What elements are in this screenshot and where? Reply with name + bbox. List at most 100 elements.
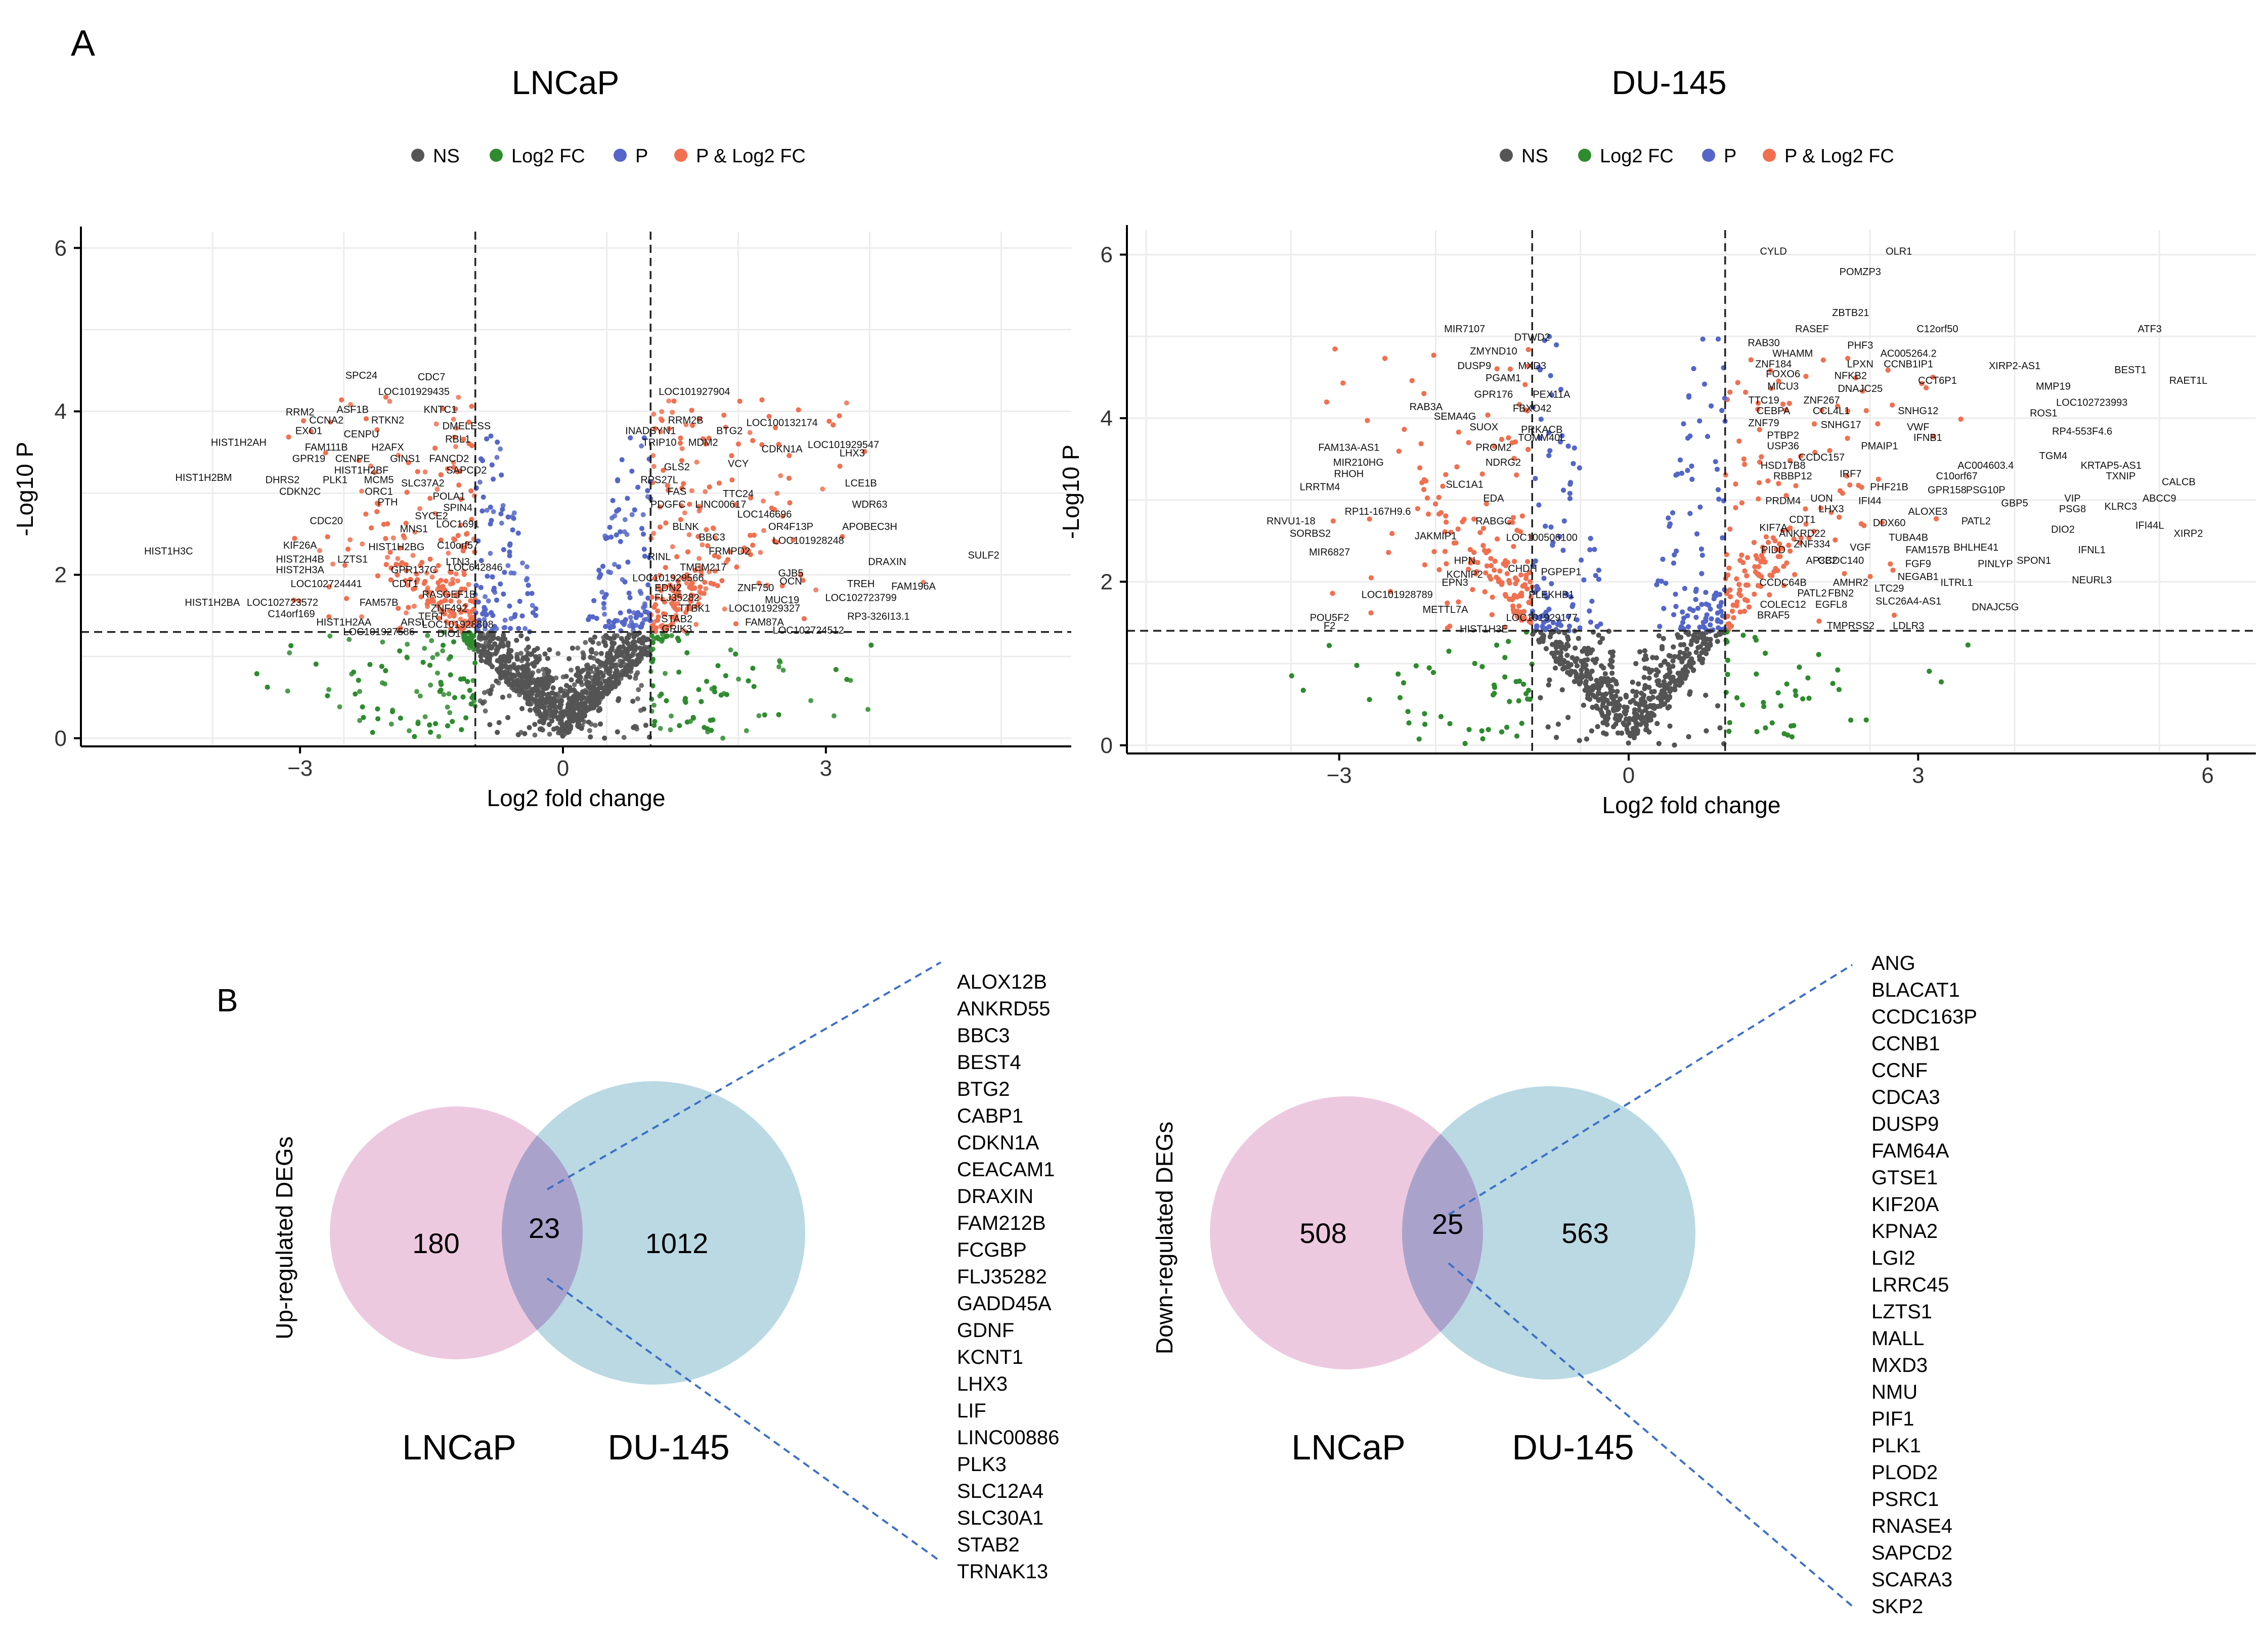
data-point — [437, 689, 443, 694]
data-point — [711, 582, 717, 587]
gene-label: INADSYN1 — [625, 426, 676, 437]
data-point — [704, 679, 710, 684]
data-point — [429, 638, 434, 643]
data-point — [499, 670, 504, 676]
data-point — [515, 732, 521, 737]
data-point — [651, 702, 657, 708]
gene-label: HIST2H4B — [276, 554, 324, 565]
data-point — [592, 634, 597, 640]
data-point — [454, 426, 459, 431]
data-point — [517, 599, 522, 604]
data-point — [586, 720, 592, 725]
data-point — [500, 643, 506, 649]
x-tick-label: −3 — [287, 756, 313, 781]
data-point — [696, 595, 702, 601]
data-point — [719, 578, 725, 584]
data-point — [610, 663, 616, 669]
data-point — [591, 598, 597, 603]
data-point — [671, 574, 676, 580]
data-point — [458, 616, 463, 622]
data-point — [525, 701, 531, 706]
data-point — [397, 648, 403, 654]
x-tick-label: 3 — [820, 756, 832, 781]
data-point — [575, 645, 581, 651]
data-point — [445, 704, 450, 710]
data-point — [663, 565, 668, 570]
data-point — [600, 673, 606, 679]
data-point — [537, 726, 543, 732]
data-point — [525, 576, 530, 581]
data-point — [486, 598, 491, 604]
data-point — [582, 690, 588, 695]
data-point — [348, 402, 354, 407]
data-point — [597, 681, 602, 687]
data-point — [678, 435, 683, 441]
data-point — [532, 663, 537, 669]
data-point — [865, 706, 870, 712]
data-point — [750, 665, 756, 671]
gene-label: ZNF750 — [737, 583, 774, 594]
data-point — [381, 521, 386, 527]
data-point — [519, 613, 525, 618]
data-point — [636, 687, 641, 692]
data-point — [533, 606, 539, 611]
gene-label: CENPU — [343, 429, 379, 440]
data-point — [480, 458, 485, 463]
data-point — [655, 595, 660, 601]
data-point — [482, 616, 487, 622]
data-point — [389, 709, 395, 715]
data-point — [716, 480, 722, 486]
data-point — [543, 710, 549, 715]
data-point — [787, 500, 793, 506]
data-point — [641, 547, 647, 552]
data-point — [638, 624, 643, 630]
data-point — [460, 694, 466, 700]
data-point — [433, 421, 439, 427]
y-tick-label: 4 — [55, 399, 67, 424]
data-point — [583, 640, 588, 645]
data-point — [383, 562, 389, 567]
gene-label: LOC1691 — [436, 519, 479, 530]
data-point — [641, 706, 646, 712]
data-point — [424, 570, 429, 576]
gene-label: BTG2 — [716, 426, 743, 437]
gene-label: CCNA2 — [309, 415, 343, 426]
panel-a-label: A — [71, 23, 95, 64]
data-point — [616, 564, 622, 569]
data-point — [540, 714, 545, 720]
data-point — [456, 394, 461, 400]
legend-label: P & Log2 FC — [696, 146, 806, 167]
data-point — [837, 463, 843, 469]
gene-label: TTC24 — [723, 488, 754, 500]
data-point — [511, 516, 516, 521]
data-point — [550, 685, 556, 691]
data-point — [374, 509, 380, 514]
data-point — [639, 443, 644, 449]
data-point — [820, 486, 825, 492]
data-point — [527, 725, 532, 730]
gene-label: GPR19 — [292, 454, 326, 465]
legend-label: Log2 FC — [1600, 146, 1674, 167]
data-point — [498, 675, 503, 681]
data-point — [595, 672, 600, 677]
gene-label: FAM196A — [891, 581, 936, 592]
data-point — [356, 678, 361, 683]
data-point — [380, 639, 385, 645]
data-point — [625, 641, 631, 646]
data-point — [485, 573, 490, 579]
data-point — [506, 693, 512, 699]
data-point — [626, 590, 632, 596]
data-point — [679, 446, 685, 452]
data-point — [505, 563, 511, 568]
data-point — [591, 705, 597, 710]
data-point — [422, 714, 428, 720]
data-point — [703, 586, 709, 592]
data-point — [412, 734, 417, 739]
data-point — [601, 639, 606, 644]
data-point — [569, 668, 574, 673]
data-point — [761, 528, 766, 533]
gene-label: TREH — [847, 579, 875, 590]
data-point — [570, 711, 575, 717]
legend-swatch — [1702, 149, 1715, 162]
gene-label: RPS27L — [640, 475, 678, 486]
